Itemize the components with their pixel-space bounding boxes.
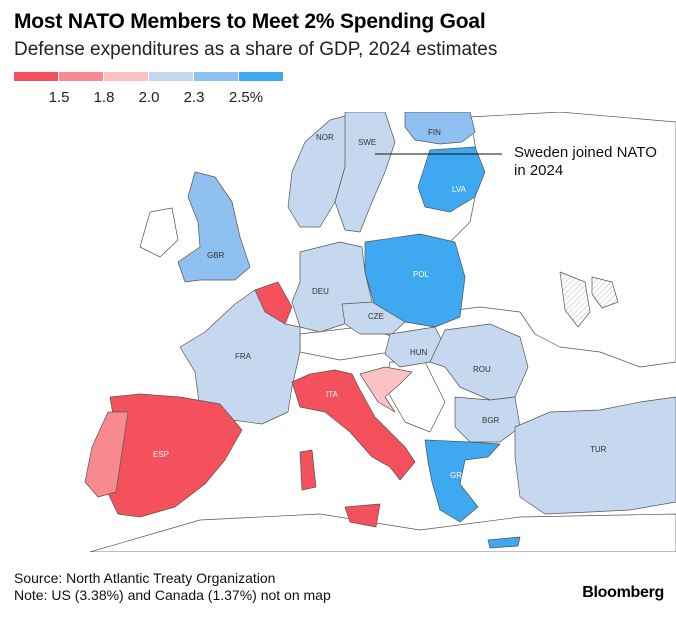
country-africa-coast: [89, 513, 676, 552]
legend-swatch-6: [239, 72, 283, 81]
bloomberg-logo: Bloomberg: [582, 584, 664, 601]
label-hun: HUN: [410, 348, 428, 357]
country-moldova: [559, 271, 591, 328]
legend-label-1: 1.5: [48, 89, 70, 106]
country-fin: [404, 112, 476, 145]
chart-title: Most NATO Members to Meet 2% Spending Go…: [14, 10, 486, 33]
label-pol: POL: [413, 270, 430, 279]
country-sardinia: [299, 449, 317, 491]
legend-label-4: 2.3: [183, 89, 205, 106]
legend-label-3: 2.0: [138, 89, 160, 106]
label-esp: ESP: [153, 450, 169, 459]
source-note: Source: North Atlantic Treaty Organizati…: [14, 570, 331, 604]
country-swe: [334, 112, 396, 233]
label-swe: SWE: [358, 138, 376, 147]
legend-swatch-5: [194, 72, 238, 81]
country-hrv: [359, 366, 413, 413]
country-ireland: [139, 207, 179, 258]
label-rou: ROU: [473, 365, 491, 374]
country-crimea: [591, 276, 619, 309]
label-bgr: BGR: [482, 416, 500, 425]
label-tur: TUR: [590, 445, 607, 454]
label-fra: FRA: [235, 352, 252, 361]
label-fin: FIN: [428, 128, 441, 137]
label-lva: LVA: [452, 185, 467, 194]
legend-swatch-3: [104, 72, 148, 81]
country-grc: [424, 439, 501, 523]
label-nor: NOR: [316, 133, 334, 142]
sweden-annotation: Sweden joined NATO in 2024: [514, 144, 657, 179]
country-lva: [417, 146, 486, 213]
legend-swatch-2: [59, 72, 103, 81]
country-ita: [291, 369, 416, 481]
legend-swatch-1: [14, 72, 58, 81]
legend-swatch-4: [149, 72, 193, 81]
country-bgr: [454, 396, 521, 443]
color-legend: 1.5 1.8 2.0 2.3 2.5%: [14, 72, 284, 112]
label-cze: CZE: [368, 312, 384, 321]
legend-label-5: 2.5%: [228, 89, 264, 106]
country-pol: [364, 233, 466, 328]
country-crete: [487, 536, 521, 549]
source-line: Source: North Atlantic Treaty Organizati…: [14, 570, 276, 586]
label-ita: ITA: [326, 390, 339, 399]
note-line: Note: US (3.38%) and Canada (1.37%) not …: [14, 587, 331, 603]
chart-subtitle: Defense expenditures as a share of GDP, …: [14, 39, 498, 60]
country-gbr: [177, 171, 251, 283]
country-tur: [514, 396, 676, 515]
label-grc: GRC: [450, 471, 468, 480]
country-prt: [84, 411, 129, 498]
label-deu: DEU: [312, 287, 329, 296]
legend-label-2: 1.8: [93, 89, 115, 106]
country-fra: [179, 289, 301, 425]
europe-map: NOR SWE FIN LVA GBR DEU POL CZE FRA HUN …: [84, 112, 676, 552]
country-sicily: [344, 503, 381, 528]
label-gbr: GBR: [207, 251, 225, 260]
country-rou: [429, 323, 529, 401]
